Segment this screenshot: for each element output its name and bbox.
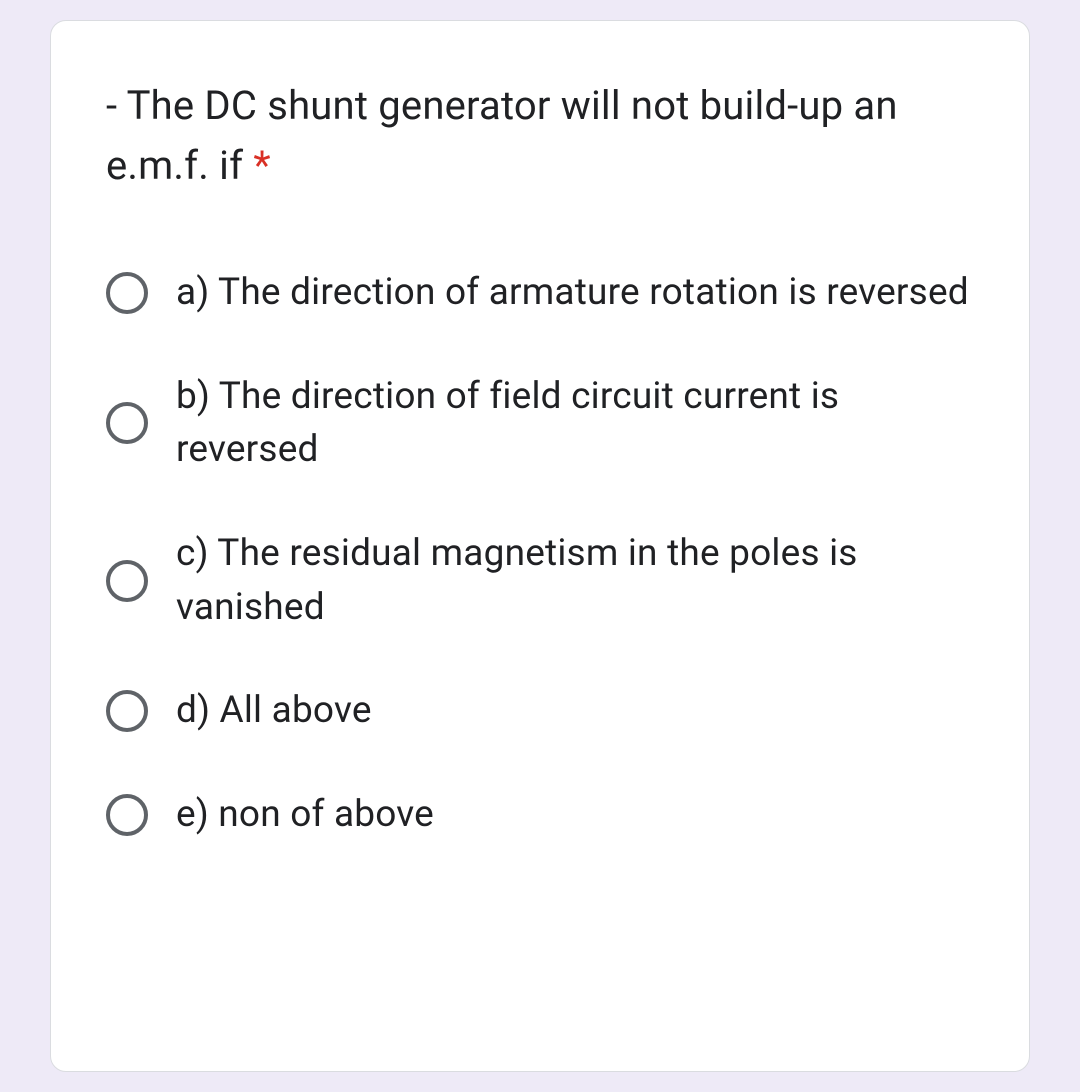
option-label: d) All above (176, 684, 372, 738)
radio-icon[interactable] (106, 402, 148, 444)
option-e[interactable]: e) non of above (106, 788, 974, 842)
option-d[interactable]: d) All above (106, 684, 974, 738)
option-label: e) non of above (176, 788, 434, 842)
option-label: b) The direction of field circuit curren… (176, 370, 974, 477)
radio-icon[interactable] (106, 690, 148, 732)
option-label: a) The direction of armature rotation is… (176, 266, 969, 320)
question-text-content: - The DC shunt generator will not build-… (106, 82, 898, 189)
option-c[interactable]: c) The residual magnetism in the poles i… (106, 527, 974, 634)
option-a[interactable]: a) The direction of armature rotation is… (106, 266, 974, 320)
radio-icon[interactable] (106, 272, 148, 314)
question-card: - The DC shunt generator will not build-… (50, 20, 1030, 1072)
option-b[interactable]: b) The direction of field circuit curren… (106, 370, 974, 477)
options-group: a) The direction of armature rotation is… (106, 266, 974, 841)
question-text: - The DC shunt generator will not build-… (106, 76, 974, 196)
radio-icon[interactable] (106, 794, 148, 836)
required-marker: * (253, 142, 270, 189)
option-label: c) The residual magnetism in the poles i… (176, 527, 974, 634)
radio-icon[interactable] (106, 560, 148, 602)
